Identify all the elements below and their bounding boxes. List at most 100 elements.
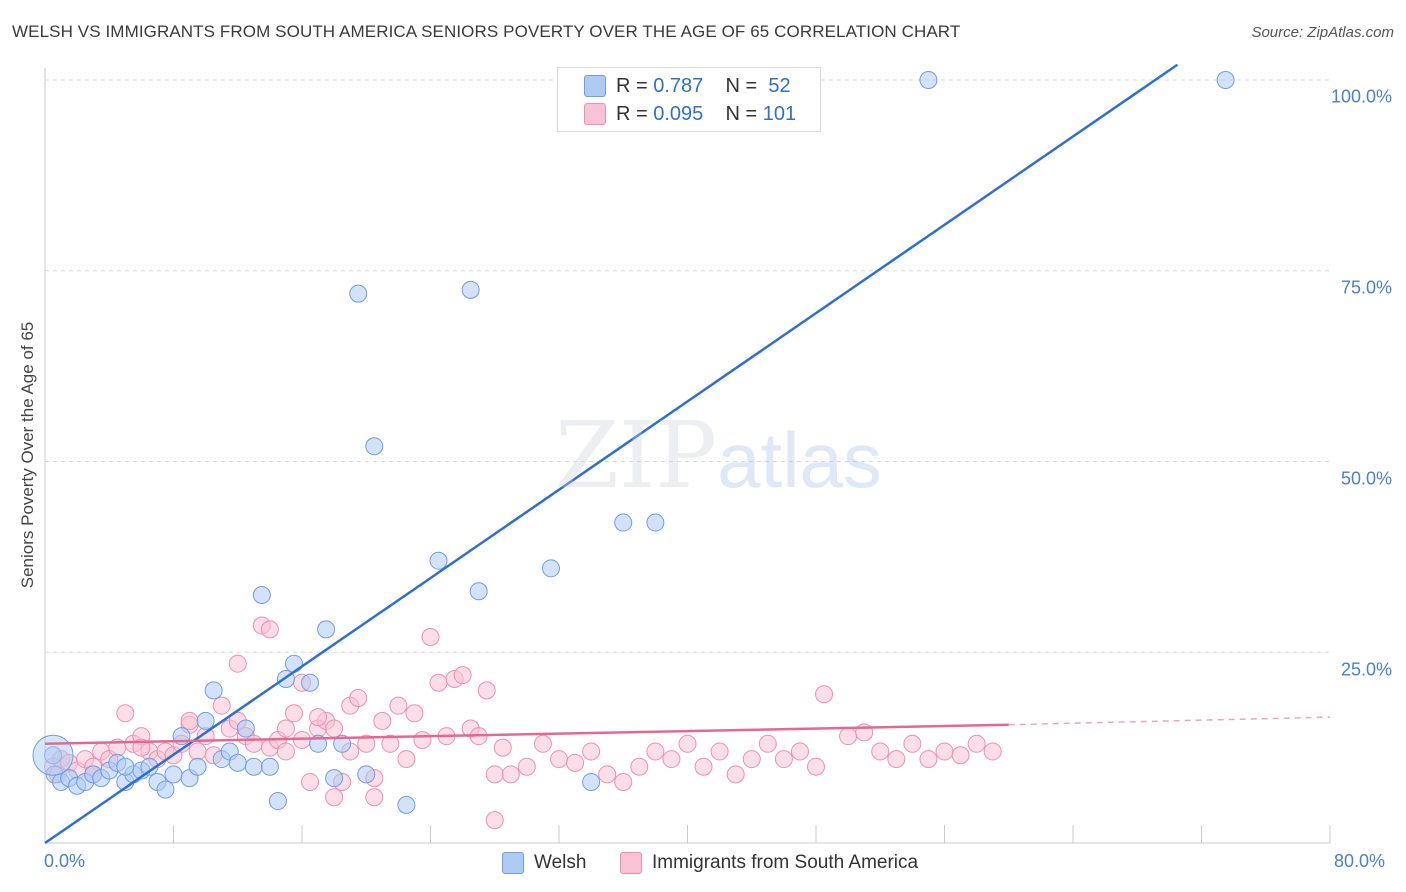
- welsh-point: [365, 437, 384, 456]
- immigrants-point: [903, 734, 922, 753]
- immigrants-point: [582, 742, 601, 761]
- welsh-point: [204, 681, 223, 700]
- welsh-point: [397, 795, 416, 814]
- legend-n-label: N =: [725, 74, 758, 97]
- immigrants-point: [373, 711, 392, 730]
- immigrants-point: [357, 734, 376, 753]
- watermark-zip: ZIP: [555, 402, 718, 509]
- immigrants-point: [646, 742, 665, 761]
- immigrants-point: [485, 811, 504, 830]
- watermark: ZIPatlas: [555, 402, 882, 509]
- welsh-point: [260, 757, 279, 776]
- x-tick-label-min: 0.0%: [44, 851, 86, 871]
- stats-legend: R = 0.787 N = 52 R = 0.095 N = 101: [557, 67, 821, 132]
- immigrants-point: [413, 730, 432, 749]
- immigrants-point: [477, 681, 496, 700]
- immigrants-point: [381, 734, 400, 753]
- immigrants-point: [871, 742, 890, 761]
- immigrants-point: [935, 742, 954, 761]
- immigrants-point: [453, 666, 472, 685]
- immigrants-point: [726, 765, 745, 784]
- immigrants-point: [774, 750, 793, 769]
- immigrants-point: [212, 696, 231, 715]
- legend-n-label: N =: [725, 102, 758, 125]
- legend-row-welsh: R = 0.787 N = 52: [584, 73, 791, 99]
- y-axis-label: Seniors Poverty Over the Age of 65: [18, 321, 37, 589]
- x-tick-label-max: 80.0%: [1334, 851, 1386, 871]
- immigrants-point: [244, 734, 263, 753]
- y-tick-label: 100.0%: [1330, 86, 1392, 107]
- welsh-point: [919, 71, 938, 89]
- welsh-point: [188, 757, 207, 776]
- trend-lines: [44, 63, 1331, 845]
- immigrants-point: [598, 765, 617, 784]
- immigrants-point: [517, 757, 536, 776]
- legend-n-value: 101: [762, 102, 797, 125]
- immigrants-point: [180, 711, 199, 730]
- welsh-point: [541, 559, 560, 578]
- immigrants-point: [485, 765, 504, 784]
- welsh-point: [228, 753, 247, 772]
- legend-swatch-immigrants: [584, 103, 606, 125]
- y-tick-label: 50.0%: [1340, 468, 1392, 489]
- welsh-point: [429, 551, 448, 570]
- legend-row-immigrants: R = 0.095 N = 101: [584, 101, 796, 127]
- legend-label-welsh: Welsh: [534, 852, 587, 873]
- trend-line-immigrants: [44, 723, 1009, 746]
- watermark-atlas: atlas: [717, 416, 882, 504]
- bottom-legend-immigrants[interactable]: Immigrants from South America: [620, 852, 918, 874]
- immigrants-point: [839, 727, 858, 746]
- axes: [44, 68, 1331, 844]
- immigrants-point: [710, 742, 729, 761]
- legend-label-immigrants: Immigrants from South America: [652, 852, 919, 873]
- immigrants-point: [260, 620, 279, 639]
- legend-r-value: 0.787: [653, 74, 704, 97]
- immigrants-point: [550, 750, 568, 769]
- chart-title: WELSH VS IMMIGRANTS FROM SOUTH AMERICA S…: [12, 22, 961, 41]
- trend-line-immigrants-extension: [1008, 716, 1331, 726]
- immigrants-point: [742, 750, 761, 769]
- immigrants-point: [188, 742, 207, 761]
- welsh-point: [333, 734, 352, 753]
- trend-line-welsh: [44, 63, 1179, 845]
- legend-r-label: R =: [616, 74, 648, 97]
- immigrants-point: [309, 708, 328, 727]
- series-immigrants-points: [44, 616, 1002, 830]
- immigrants-point: [228, 654, 247, 673]
- immigrants-point: [405, 704, 424, 723]
- legend-r-label: R =: [616, 102, 648, 125]
- immigrants-point: [967, 734, 986, 753]
- welsh-point: [164, 765, 183, 784]
- immigrants-point: [533, 734, 552, 753]
- welsh-point: [349, 284, 368, 303]
- immigrants-point: [887, 750, 906, 769]
- welsh-point: [252, 586, 271, 605]
- welsh-point: [357, 765, 376, 784]
- y-tick-label: 75.0%: [1340, 277, 1392, 298]
- welsh-point: [469, 582, 488, 601]
- immigrants-point: [758, 734, 777, 753]
- immigrants-point: [276, 742, 295, 761]
- immigrants-point: [349, 689, 368, 708]
- immigrants-point: [566, 753, 585, 772]
- legend-r-value: 0.095: [653, 102, 704, 125]
- welsh-point: [236, 719, 255, 738]
- welsh-point: [268, 792, 287, 811]
- immigrants-point: [951, 746, 970, 765]
- source-label: Source: ZipAtlas.com: [1251, 24, 1394, 41]
- immigrants-point: [614, 772, 633, 791]
- immigrants-point: [284, 704, 303, 723]
- immigrants-point: [301, 772, 320, 791]
- legend-swatch-welsh: [502, 852, 524, 874]
- bottom-legend-welsh[interactable]: Welsh: [502, 852, 586, 874]
- immigrants-point: [630, 757, 649, 776]
- welsh-point: [646, 513, 665, 532]
- welsh-point: [284, 654, 303, 673]
- immigrants-point: [678, 734, 697, 753]
- welsh-point: [614, 513, 633, 532]
- immigrants-point: [493, 738, 512, 757]
- immigrants-point: [397, 750, 416, 769]
- welsh-point: [582, 772, 601, 791]
- immigrants-point: [325, 719, 344, 738]
